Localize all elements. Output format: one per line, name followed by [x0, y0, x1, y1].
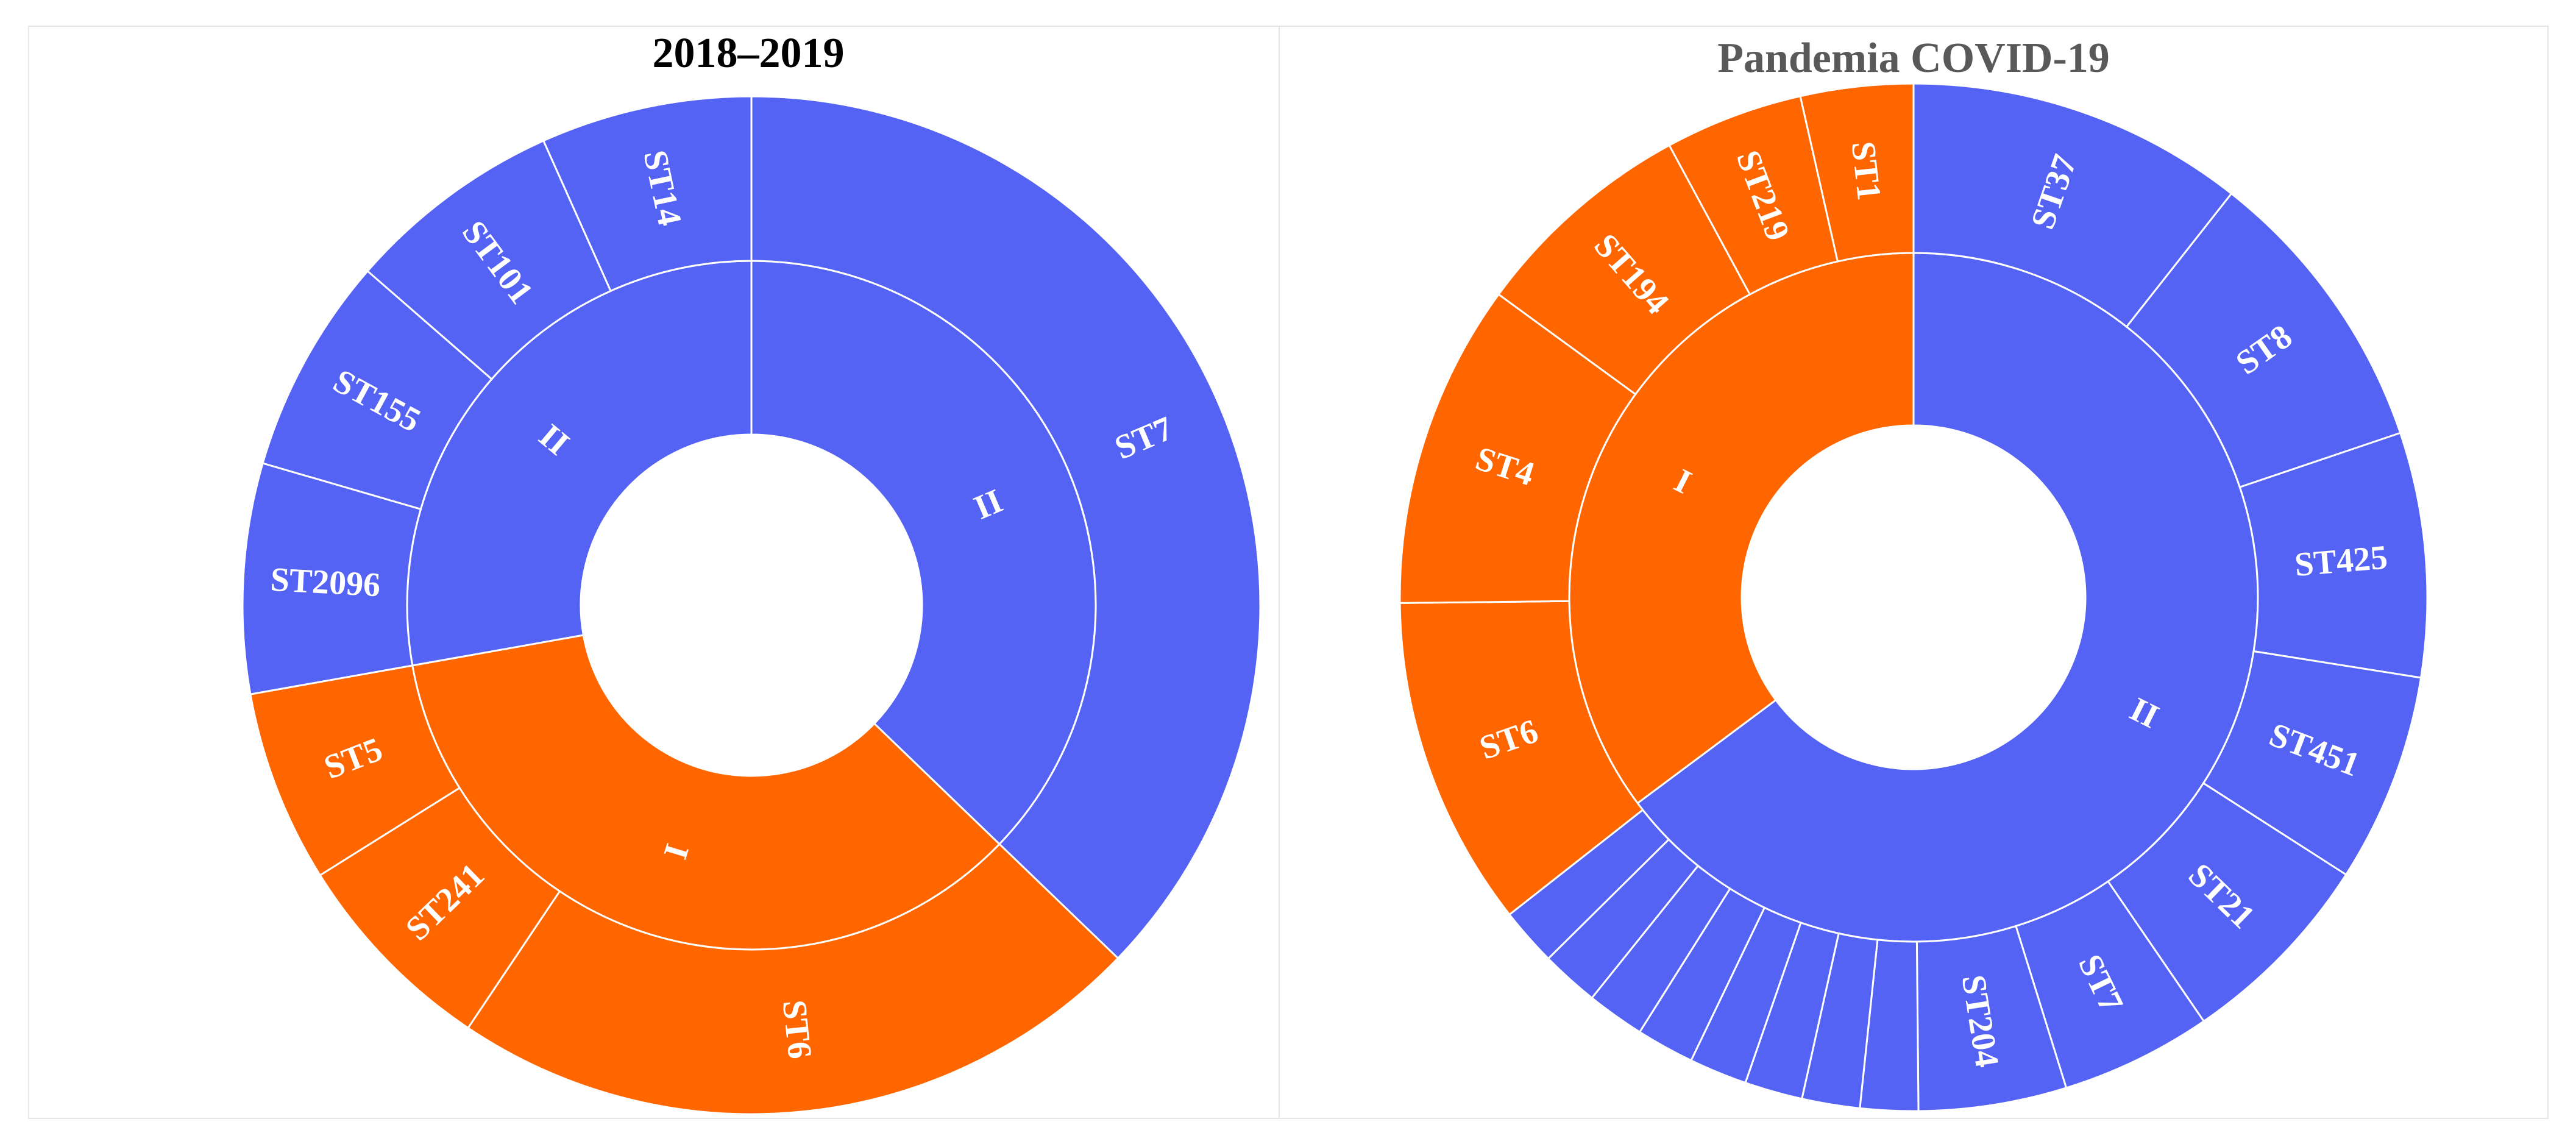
chart-title: 2018–2019	[653, 30, 845, 77]
outer-ring-segment-st6	[466, 842, 1119, 1115]
outer-ring-segment-st7	[750, 95, 1261, 960]
outer-ring-label-st1: ST1	[1844, 140, 1888, 202]
chart-title: Pandemia COVID-19	[1717, 35, 2110, 82]
outer-ring-label-st2096: ST2096	[269, 561, 381, 605]
outer-ring-segment-st14	[542, 95, 753, 293]
outer-ring-label-st425: ST425	[2293, 539, 2389, 584]
outer-ring-segment-st1	[1799, 82, 1915, 263]
sunburst-chart-pandemia-covid-19: IIIST37ST8ST425ST451ST21ST7ST204ST6ST4ST…	[1399, 35, 2429, 1112]
outer-ring-label-st6: ST6	[775, 998, 819, 1061]
